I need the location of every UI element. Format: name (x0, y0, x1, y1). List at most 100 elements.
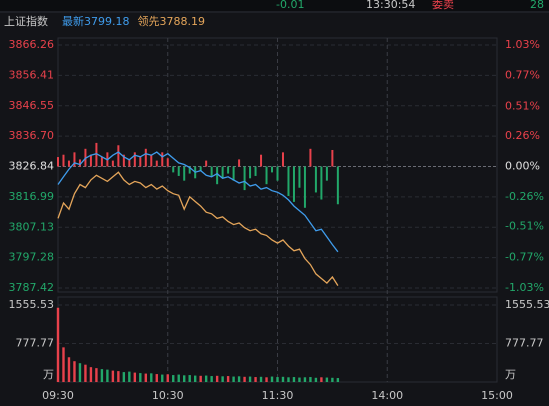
diff-bar (320, 166, 323, 200)
diff-bar (117, 145, 120, 167)
top-label: 委卖 (432, 0, 454, 11)
diff-bar (155, 160, 158, 167)
x-tick-label: 15:00 (481, 389, 513, 402)
volume-bar (166, 374, 169, 382)
volume-bar (117, 371, 120, 382)
diff-bar (205, 160, 208, 167)
diff-bar (73, 152, 76, 167)
diff-bar (265, 166, 268, 185)
y-tick-label: 3807.13 (9, 220, 55, 233)
volume-bar (325, 377, 329, 382)
price-line (57, 151, 339, 253)
volume-bar (276, 377, 279, 382)
volume-bar (122, 372, 126, 382)
diff-bar (309, 148, 312, 167)
diff-bar (161, 152, 164, 167)
diff-bar (210, 166, 213, 176)
volume-bar (303, 377, 307, 382)
volume-bar (193, 375, 197, 382)
volume-bar (270, 376, 274, 382)
diff-bar (188, 166, 191, 174)
volume-bar (287, 377, 290, 382)
diff-bar (298, 166, 301, 188)
diff-bar (287, 166, 290, 196)
volume-bar (183, 375, 186, 382)
y2-tick-label: 0.00% (505, 160, 540, 173)
diff-bar (100, 157, 103, 167)
top-value: 28 (530, 0, 544, 11)
diff-bar (216, 166, 219, 185)
diff-bar (122, 154, 125, 167)
y2-tick-label: 1.03% (505, 38, 540, 51)
volume-bar (281, 376, 285, 382)
diff-bar (238, 159, 241, 167)
volume-bar (56, 307, 60, 382)
volume-bar (298, 377, 301, 382)
diff-bar (260, 154, 263, 167)
diff-bar (67, 160, 70, 167)
top-change: -0.01 (276, 0, 304, 11)
volume-bar (331, 377, 334, 382)
diff-bar (276, 166, 279, 181)
diff-bar (78, 159, 81, 167)
diff-bar (95, 142, 98, 167)
volume-bar (210, 376, 213, 382)
y-tick-label: 3866.26 (9, 38, 55, 51)
diff-bar (221, 166, 224, 179)
volume-bar (150, 373, 153, 382)
diff-bar (177, 166, 180, 176)
price-line (57, 171, 339, 286)
y-tick-label: 3787.42 (9, 281, 55, 294)
y-tick-label: 3856.41 (9, 68, 55, 81)
y-tick-label: 3826.84 (9, 160, 55, 173)
x-tick-label: 10:30 (152, 389, 184, 402)
volume-bar (100, 369, 104, 382)
legend-entry: 最新3799.18 (62, 14, 130, 28)
volume-bar (139, 373, 142, 382)
diff-bar (166, 158, 169, 167)
diff-bar (271, 166, 274, 173)
volume-tick-label-right: 1555.53 (505, 298, 549, 311)
chart-title: 上证指数 (4, 14, 48, 28)
diff-bar (139, 157, 142, 167)
volume-bar (172, 375, 175, 382)
volume-bar (204, 375, 208, 382)
diff-bar (57, 157, 59, 167)
volume-unit-right: 万 (505, 368, 516, 381)
y2-tick-label: -1.03% (505, 281, 544, 294)
y2-tick-label: -0.77% (505, 250, 544, 263)
volume-bar (248, 376, 252, 382)
volume-bar (232, 376, 235, 382)
volume-bar (237, 376, 241, 382)
diff-bar (292, 166, 295, 202)
volume-tick-label: 1555.53 (9, 298, 55, 311)
volume-bar (73, 361, 76, 382)
volume-bar (226, 376, 230, 382)
volume-bar (265, 377, 268, 382)
y2-tick-label: -0.26% (505, 190, 544, 203)
volume-bar (106, 369, 109, 382)
y2-tick-label: 0.51% (505, 99, 540, 112)
diff-bar (314, 166, 317, 193)
volume-bar (144, 373, 147, 382)
diff-bar (243, 166, 246, 191)
diff-bar (133, 152, 136, 167)
volume-bar (309, 377, 312, 382)
volume-bar (84, 364, 87, 382)
top-strip (0, 0, 549, 11)
diff-bar (172, 166, 175, 173)
diff-bar (111, 160, 114, 167)
diff-bar (232, 166, 235, 181)
diff-bar (150, 154, 153, 167)
top-time: 13:30:54 (366, 0, 415, 11)
volume-bar (314, 377, 318, 382)
x-tick-label: 14:00 (371, 389, 403, 402)
volume-bar (259, 376, 263, 382)
volume-bar (221, 376, 224, 382)
volume-bar (67, 357, 71, 382)
diff-bar (254, 166, 257, 176)
volume-bar (320, 377, 323, 382)
